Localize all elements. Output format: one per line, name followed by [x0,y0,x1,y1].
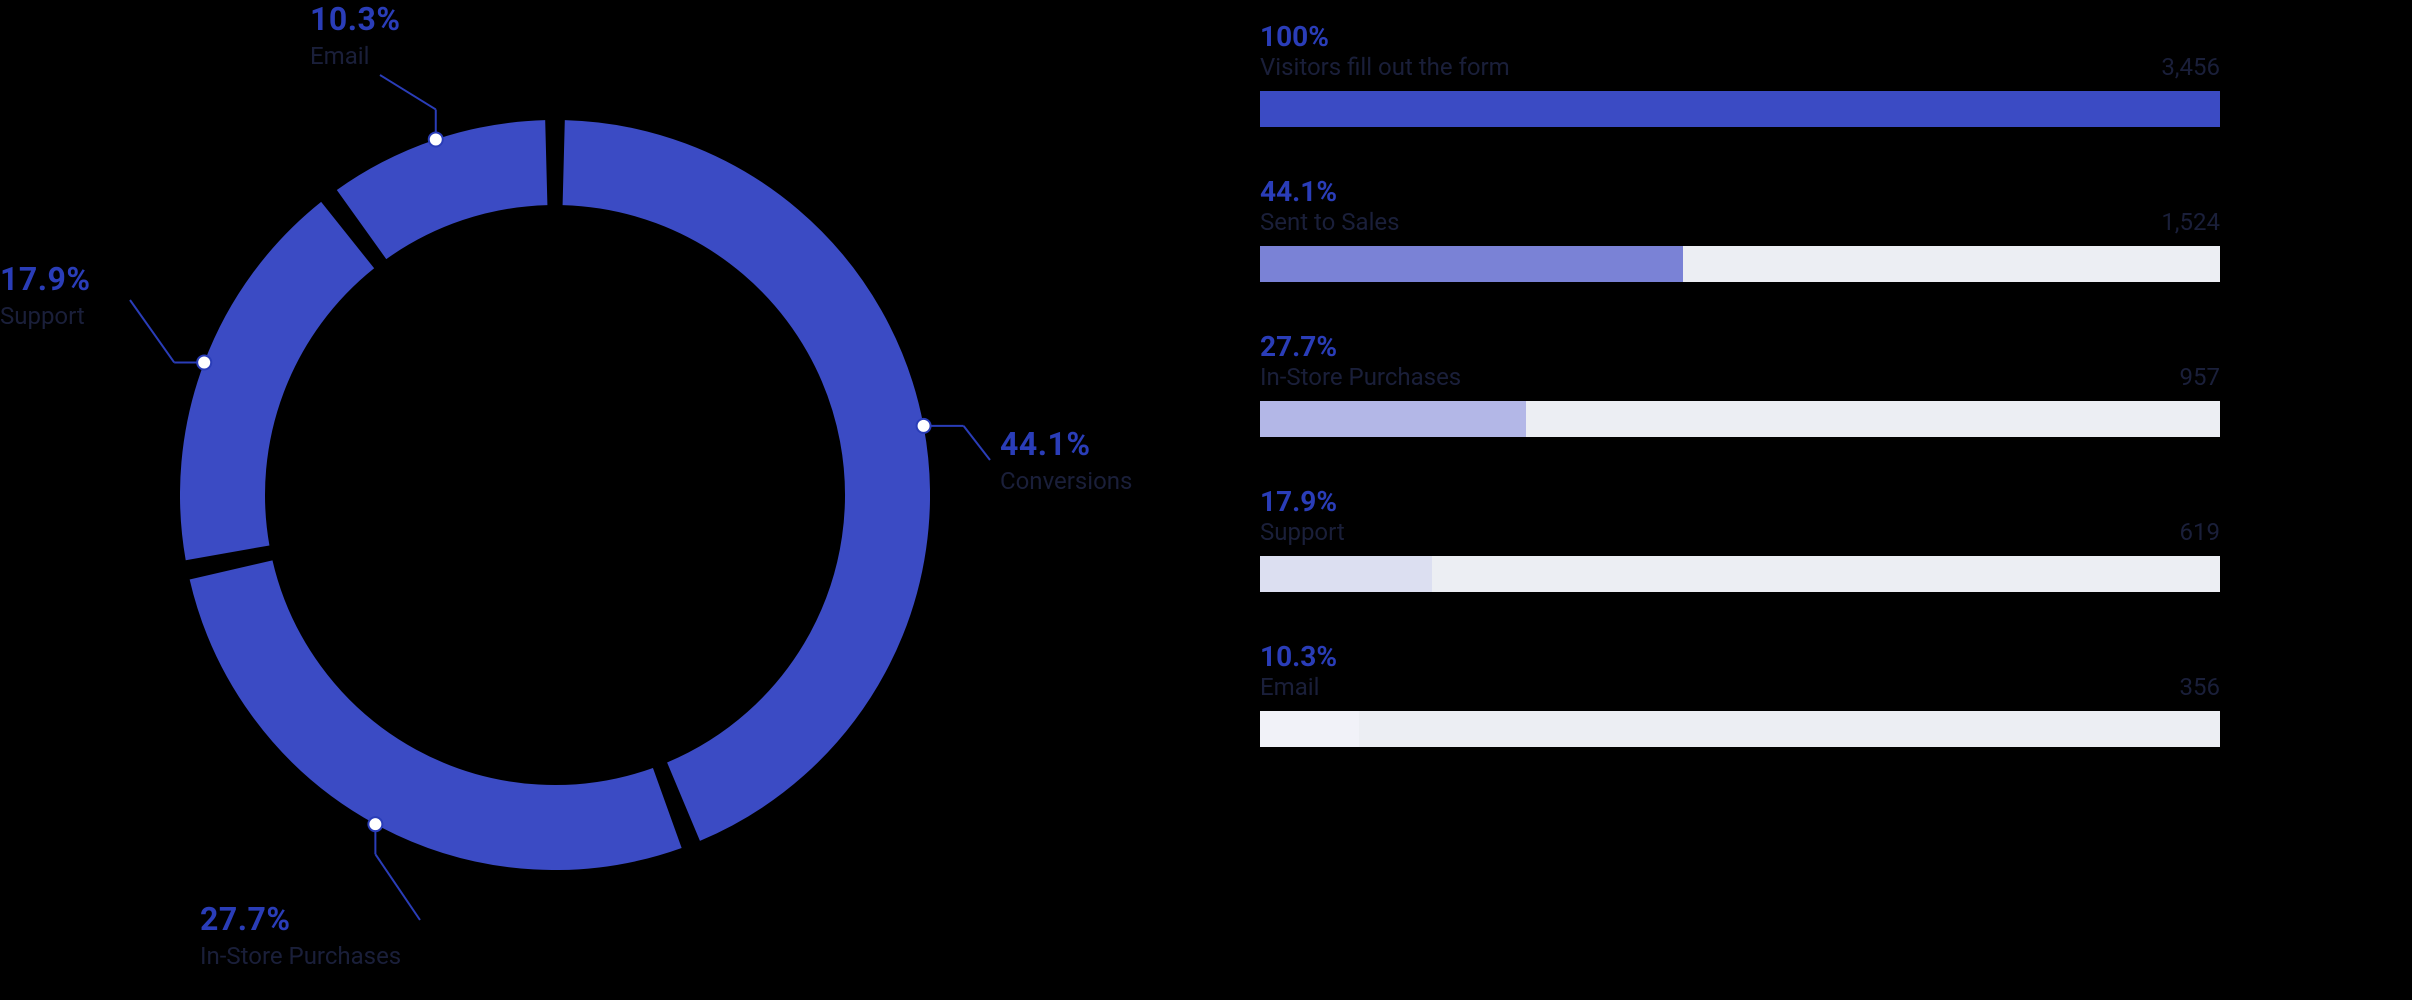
bar-row: 44.1% Sent to Sales 1,524 [1260,175,2220,282]
bar-row: 10.3% Email 356 [1260,640,2220,747]
bar-row: 27.7% In-Store Purchases 957 [1260,330,2220,437]
bar-value: 3,456 [2161,53,2220,81]
bar-label: Sent to Sales [1260,208,1400,236]
bar-pct: 17.9% [1260,485,2220,518]
bar-track [1260,91,2220,127]
bar-pct: 44.1% [1260,175,2220,208]
bar-value: 957 [2180,363,2220,391]
callout-left: 17.9% Support [0,260,91,330]
bar-pct: 27.7% [1260,330,2220,363]
bar-row: 100% Visitors fill out the form 3,456 [1260,20,2220,127]
bar-label: Support [1260,518,1345,546]
bar-track [1260,246,2220,282]
callout-label: In-Store Purchases [200,942,401,970]
bar-label: Email [1260,673,1319,701]
bar-track [1260,556,2220,592]
bar-row: 17.9% Support 619 [1260,485,2220,592]
bar-fill [1260,246,1683,282]
bar-label: In-Store Purchases [1260,363,1461,391]
bar-track [1260,401,2220,437]
bar-fill [1260,556,1432,592]
bar-value: 356 [2180,673,2220,701]
bar-chart-panel: 100% Visitors fill out the form 3,456 44… [1260,20,2220,795]
bar-fill [1260,91,2220,127]
callout-label: Support [0,302,91,330]
callout-top: 10.3% Email [310,0,401,70]
donut-chart-panel: 44.1% Conversions 27.7% In-Store Purchas… [0,0,1200,1000]
callout-pct: 17.9% [0,260,91,298]
callout-label: Conversions [1000,467,1132,495]
bar-pct: 10.3% [1260,640,2220,673]
bar-fill [1260,401,1526,437]
bar-fill [1260,711,1359,747]
donut-chart [180,120,930,870]
callout-pct: 44.1% [1000,425,1132,463]
bar-label: Visitors fill out the form [1260,53,1510,81]
callout-label: Email [310,42,401,70]
bar-pct: 100% [1260,20,2220,53]
bar-value: 1,524 [2161,208,2220,236]
callout-right: 44.1% Conversions [1000,425,1132,495]
callout-pct: 10.3% [310,0,401,38]
callout-pct: 27.7% [200,900,401,938]
donut-svg [180,120,930,870]
bar-track [1260,711,2220,747]
bar-value: 619 [2180,518,2220,546]
callout-bottom-left: 27.7% In-Store Purchases [200,900,401,970]
